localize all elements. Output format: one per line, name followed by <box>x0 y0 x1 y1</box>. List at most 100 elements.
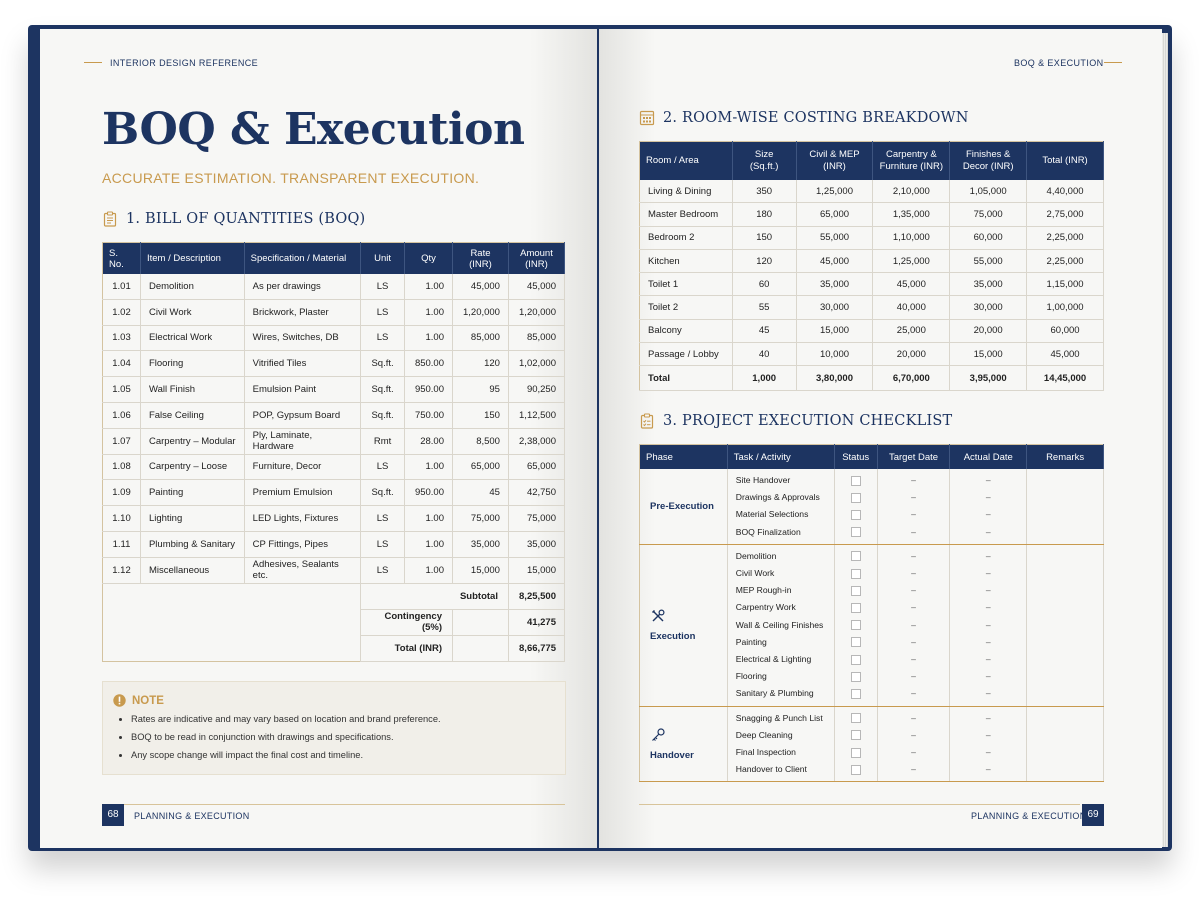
actual-date-list: – – – – <box>950 710 1026 779</box>
table-cell: Premium Emulsion <box>244 479 362 507</box>
section-checklist-heading: 3. PROJECT EXECUTION CHECKLIST <box>639 413 952 429</box>
table-cell: 45,000 <box>508 274 566 300</box>
table-cell: 65,000 <box>452 454 509 481</box>
status-checkbox[interactable] <box>850 730 861 741</box>
table-cell: 20,000 <box>872 342 951 367</box>
total-cell: 14,45,000 <box>1026 365 1104 392</box>
table-cell: Painting <box>140 479 245 507</box>
status-checkbox[interactable] <box>850 568 861 579</box>
table-row: Bedroom 2 150 55,000 1,10,000 60,000 2,25,000 <box>639 226 1104 250</box>
table-row: 1.03 Electrical Work Wires, Switches, DB LS… <box>102 325 566 352</box>
table-cell: Electrical Work <box>140 325 245 352</box>
table-cell: Plumbing & Sanitary <box>140 531 245 558</box>
table-cell: Demolition <box>140 274 245 300</box>
total-value: 8,66,775 <box>508 635 566 662</box>
table-cell: 10,000 <box>796 342 874 367</box>
footer-rule <box>124 804 565 805</box>
note-item: Rates are indicative and may vary based … <box>131 710 441 728</box>
target-date-value: – <box>911 653 916 664</box>
status-checkbox[interactable] <box>850 688 861 699</box>
table-cell: Living & Dining <box>639 180 733 204</box>
table-cell: LS <box>360 299 406 326</box>
footer-rule <box>639 804 1080 805</box>
status-checkbox[interactable] <box>850 713 861 724</box>
table-cell: 15,000 <box>508 557 566 584</box>
table-cell: 1.07 <box>102 428 141 455</box>
table-cell: 45,000 <box>872 272 951 297</box>
target-date-value: – <box>911 636 916 647</box>
status-checkbox[interactable] <box>850 602 861 613</box>
rooms-col-header: Room / Area <box>639 141 733 180</box>
boq-header-row: S. No. Item / Description Specification … <box>102 242 566 274</box>
clipboard-icon <box>103 211 117 227</box>
table-row: Toilet 1 60 35,000 45,000 35,000 1,15,000 <box>639 272 1104 297</box>
subtotal-label: Subtotal <box>360 583 509 610</box>
table-row: 1.07 Carpentry – Modular Ply, Laminate, Ha… <box>102 428 566 455</box>
status-checkbox[interactable] <box>850 620 861 631</box>
table-row: 1.09 Painting Premium Emulsion Sq.ft. 950.00… <box>102 479 566 507</box>
status-checkbox[interactable] <box>850 654 861 665</box>
status-slot <box>835 727 877 744</box>
table-cell: 55,000 <box>949 249 1028 274</box>
rooms-col-header: Total (INR) <box>1026 141 1104 180</box>
status-slot <box>835 599 877 616</box>
table-cell: 95 <box>452 376 509 403</box>
status-checkbox[interactable] <box>850 509 861 520</box>
status-slot <box>835 489 877 506</box>
status-checkbox[interactable] <box>850 764 861 775</box>
table-cell: 850.00 <box>404 350 453 378</box>
phase-cell: Handover <box>639 706 728 783</box>
task-item: Handover to Client <box>735 764 807 775</box>
boq-table: S. No. Item / Description Specification … <box>102 242 566 662</box>
checklist-phase-row: Execution Demolition Civil Work MEP Rough-i… <box>639 544 1104 707</box>
total-cell: 6,70,000 <box>872 365 951 392</box>
table-cell: 1,15,000 <box>1026 272 1104 297</box>
table-cell: As per drawings <box>244 274 362 300</box>
status-checkbox[interactable] <box>850 492 861 503</box>
table-cell: 1.00 <box>404 325 453 352</box>
status-checkbox[interactable] <box>850 527 861 538</box>
table-cell: 1.10 <box>102 505 141 532</box>
table-cell: Bedroom 2 <box>639 226 733 250</box>
table-cell: Miscellaneous <box>140 557 245 584</box>
actual-date-value: – <box>985 492 991 503</box>
actual-date-value: – <box>985 729 991 740</box>
status-checkbox[interactable] <box>850 475 861 486</box>
table-cell: 1,00,000 <box>1026 295 1104 320</box>
table-cell: 150 <box>452 402 509 429</box>
status-cell <box>834 544 878 707</box>
task-item: Carpentry Work <box>735 602 796 613</box>
phase-name: Handover <box>650 749 694 761</box>
status-slot <box>835 565 877 582</box>
target-date-value: – <box>911 729 916 740</box>
table-cell: 35,000 <box>452 531 509 558</box>
table-cell: 28.00 <box>404 428 453 455</box>
info-icon <box>113 694 126 707</box>
status-checkbox[interactable] <box>850 747 861 758</box>
status-checkbox[interactable] <box>850 671 861 682</box>
table-cell: 42,750 <box>508 479 566 507</box>
actual-date-value: – <box>985 636 991 647</box>
target-date-value: – <box>911 712 916 723</box>
table-cell: 150 <box>732 226 797 250</box>
table-cell: Rmt <box>360 428 406 455</box>
table-cell: Furniture, Decor <box>244 454 362 481</box>
status-checkbox[interactable] <box>850 585 861 596</box>
status-checkbox[interactable] <box>850 637 861 648</box>
status-checkbox[interactable] <box>850 551 861 562</box>
actual-date-value: – <box>985 509 991 520</box>
header-line: Carpentry & <box>885 149 937 160</box>
table-cell: Lighting <box>140 505 245 532</box>
table-cell: 2,25,000 <box>1026 249 1104 274</box>
table-cell: 35,000 <box>508 531 566 558</box>
table-cell: 45,000 <box>1026 342 1104 367</box>
table-cell: 1.00 <box>404 274 453 300</box>
note-heading-text: NOTE <box>132 694 164 707</box>
total-cell: 3,80,000 <box>796 365 874 392</box>
header-line: Room / Area <box>646 155 699 166</box>
table-cell: LS <box>360 454 406 481</box>
actual-date-value: – <box>985 688 991 699</box>
table-row: 1.06 False Ceiling POP, Gypsum Board Sq.ft.… <box>102 402 566 429</box>
table-cell: 350 <box>732 180 797 204</box>
table-cell: 60,000 <box>949 226 1028 250</box>
